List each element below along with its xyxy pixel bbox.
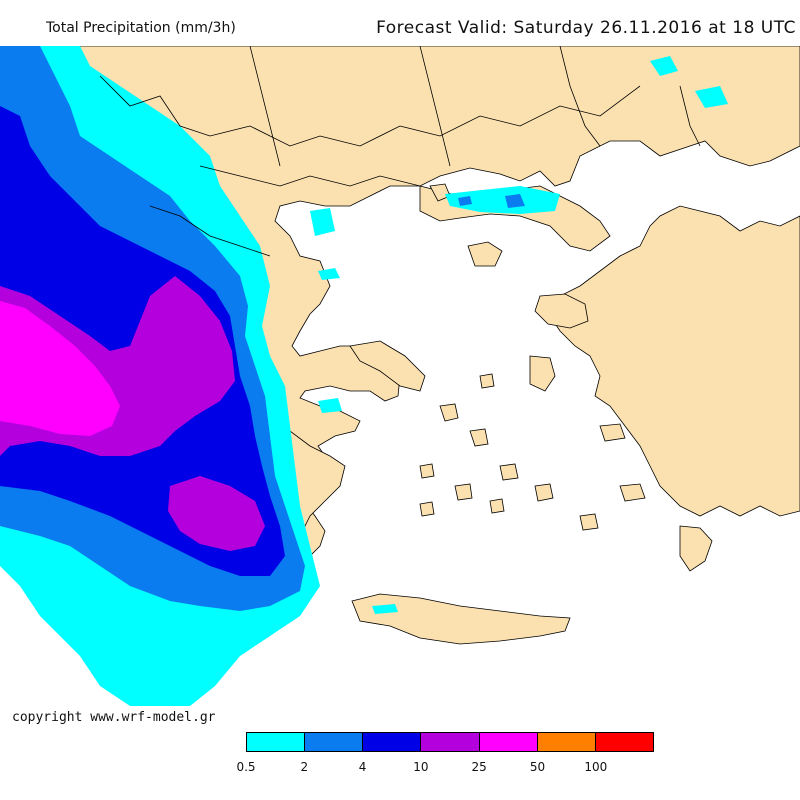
- land-lemnos: [467, 241, 503, 267]
- land-lesbos: [534, 293, 589, 329]
- borders: [99, 46, 701, 257]
- precip-level-5: [0, 301, 120, 436]
- precip-legend-labels: 0.5 2 4 10 25 50 100: [236, 760, 658, 776]
- precip-legend-bar: [246, 732, 654, 752]
- precip-sea-patches-blue: [458, 194, 525, 208]
- land-anatolia: [549, 205, 800, 517]
- legend-swatch: [247, 733, 306, 751]
- legend-label: 50: [529, 760, 546, 774]
- precipitation-map: [0, 46, 800, 706]
- forecast-valid-time: Forecast Valid: Saturday 26.11.2016 at 1…: [376, 18, 796, 38]
- precip-sea-patches: [310, 56, 728, 614]
- land-crete: [351, 593, 571, 645]
- legend-swatch: [305, 733, 364, 751]
- legend-swatch: [479, 733, 538, 751]
- legend-label: 4: [358, 760, 367, 774]
- legend-label: 25: [471, 760, 487, 774]
- copyright-text: copyright www.wrf-model.gr: [12, 710, 216, 725]
- legend-label: 100: [584, 760, 608, 774]
- header: Total Precipitation (mm/3h) Forecast Val…: [0, 0, 800, 46]
- legend-swatch: [595, 733, 653, 751]
- legend-label: 10: [413, 760, 429, 774]
- legend-swatch: [421, 733, 480, 751]
- map-title: Total Precipitation (mm/3h): [46, 20, 236, 36]
- land-rhodes: [679, 525, 713, 572]
- legend-swatch: [363, 733, 422, 751]
- legend-swatch: [537, 733, 596, 751]
- land-euboea: [349, 340, 426, 392]
- land-chios: [529, 355, 556, 392]
- land-cyclades: [419, 373, 646, 531]
- precip-field: [0, 46, 320, 706]
- legend-label: 0.5: [236, 760, 256, 774]
- precip-level-4b: [168, 476, 265, 551]
- legend-label: 2: [300, 760, 309, 774]
